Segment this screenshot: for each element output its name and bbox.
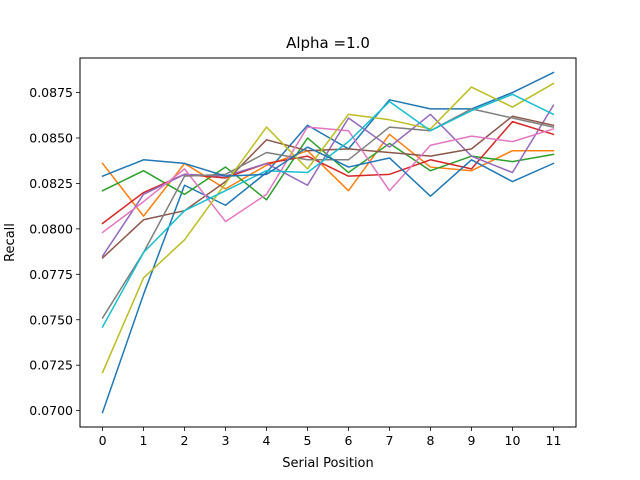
series-line-6 [101, 115, 555, 260]
x-tick-label: 6 [345, 433, 353, 448]
x-axis-label: Serial Position [282, 456, 374, 471]
y-tick-label: 0.0700 [29, 403, 73, 418]
y-tick-label: 0.0775 [29, 267, 73, 282]
x-tick-label: 2 [181, 433, 189, 448]
x-tick-label: 5 [304, 433, 312, 448]
y-axis-label: Recall [3, 223, 18, 262]
y-axis: 0.0700 0.0725 0.0750 0.0775 0.0800 0.0825 0.08… [29, 85, 80, 418]
series-line-7 [101, 126, 555, 234]
x-tick-label: 11 [546, 433, 562, 448]
y-tick-label: 0.0875 [29, 85, 73, 100]
y-tick-label: 0.0850 [29, 130, 73, 145]
series-line-2 [101, 133, 555, 217]
y-tick-label: 0.0825 [29, 176, 73, 191]
x-tick-label: 3 [222, 433, 230, 448]
chart-title: Alpha =1.0 [286, 34, 370, 52]
x-tick-label: 0 [99, 433, 107, 448]
plot-lines [101, 71, 555, 414]
y-tick-label: 0.0750 [29, 312, 73, 327]
x-tick-label: 10 [505, 433, 521, 448]
x-axis: 0 1 2 3 4 5 6 7 8 9 10 11 [99, 427, 562, 448]
series-line-5 [101, 104, 555, 258]
y-tick-label: 0.0800 [29, 221, 73, 236]
x-tick-label: 9 [467, 433, 475, 448]
x-tick-label: 1 [140, 433, 148, 448]
y-tick-label: 0.0725 [29, 358, 73, 373]
series-line-1 [101, 71, 555, 414]
series-line-8 [101, 108, 555, 319]
plot-area-frame [79, 57, 577, 428]
x-tick-label: 7 [386, 433, 394, 448]
series-line-11 [101, 146, 555, 197]
x-tick-label: 4 [263, 433, 271, 448]
x-tick-label: 8 [427, 433, 435, 448]
series-line-3 [101, 137, 555, 201]
series-line-9 [101, 82, 555, 374]
